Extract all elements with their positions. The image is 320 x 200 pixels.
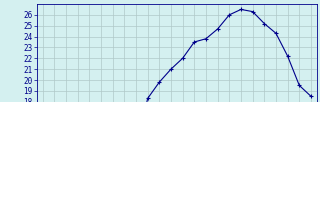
X-axis label: Graphe des températures (°c): Graphe des températures (°c)	[89, 172, 264, 182]
